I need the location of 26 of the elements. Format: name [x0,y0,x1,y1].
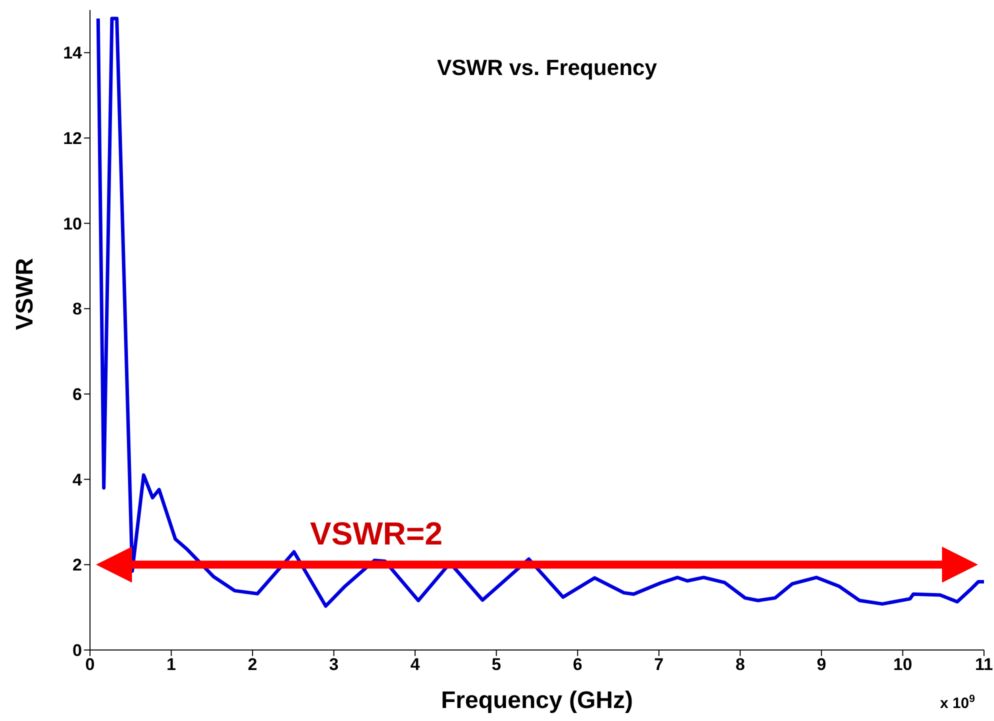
y-tick-label: 8 [72,300,82,319]
x-tick-label: 4 [410,655,420,674]
y-tick-label: 6 [72,385,82,404]
x-tick-label: 7 [654,655,664,674]
x-tick-label: 1 [166,655,176,674]
x-tick-label: 10 [893,655,912,674]
y-tick-label: 4 [72,470,83,490]
x-tick-label: 8 [735,655,745,674]
y-tick-label: 10 [63,214,82,234]
x-axis-title: Frequency (GHz) [440,687,634,714]
x-tick-label: 6 [572,655,582,674]
x-tick-label: 0 [85,655,95,674]
x-tick-label: 5 [492,655,502,674]
x-tick-label: 3 [329,655,339,674]
x-tick-label: 2 [248,655,258,674]
text: x 10$^{9}$ [940,693,976,712]
y-axis-title: VSWR [12,258,39,330]
ref-line-label: VSWR=2 [310,515,442,552]
y-tick-label: 12 [63,129,82,148]
y-tick-label: 2 [72,556,82,575]
line-series [96,16,984,608]
x-tick-label: 9 [816,655,826,674]
x-tick-label: 11 [975,655,993,674]
y-tick-label: 14 [63,44,83,63]
y-tick-label: 0 [72,641,82,660]
text: VSWR vs. Frequency [436,55,658,80]
